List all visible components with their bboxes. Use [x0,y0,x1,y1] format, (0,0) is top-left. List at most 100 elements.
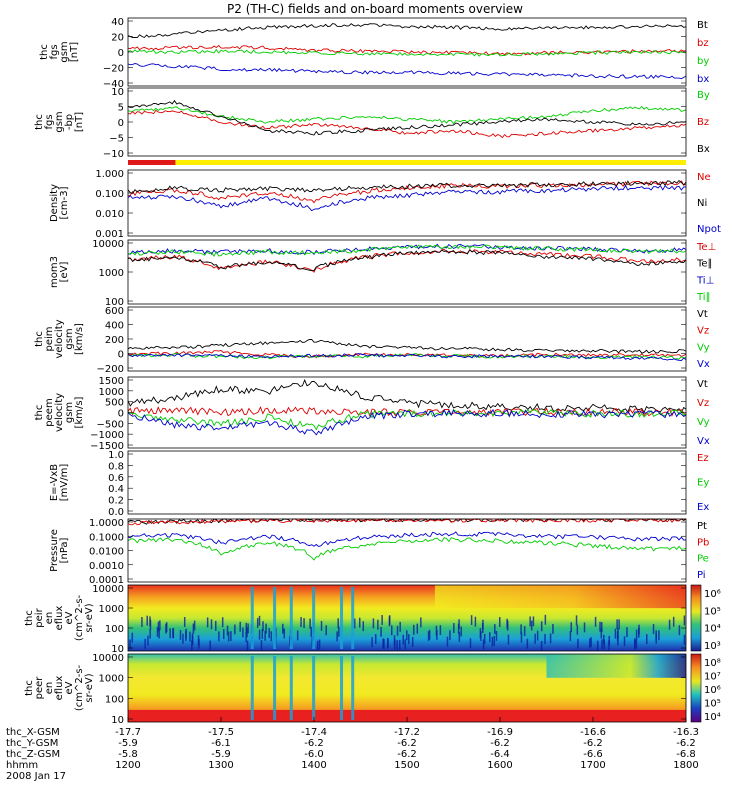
legend-Vz: Vz [697,326,709,337]
y-tick-label: 1000 [99,604,124,615]
ephemeris-value: -6.2 [583,738,603,749]
ephemeris-label: thc_Y-GSM [6,738,58,749]
spectrogram-speckle [209,640,211,651]
spectrogram-speckle [411,637,414,648]
spectrogram-speckle [658,630,660,641]
spectrogram-speckle [158,628,160,639]
spectrogram-speckle [149,628,151,639]
y-tick-label: 40 [111,17,124,28]
y-tick-label: 1000 [99,674,124,685]
y-tick-label: −200 [97,364,124,375]
series-Ne [127,180,687,204]
legend-By: By [697,90,710,101]
y-tick-label: −500 [97,419,124,430]
spectrogram-dropout [273,587,277,649]
spectrogram-speckle [575,615,578,626]
y-axis-label: thcpeemvelocitygsm[km/s] [34,393,85,432]
spectrogram-speckle [577,638,579,649]
spectrogram-speckle [427,631,430,641]
legend-Vx: Vx [697,359,710,370]
legend-Vy: Vy [697,417,710,428]
spectrogram-speckle [520,624,522,635]
spectrogram-speckle [182,633,184,644]
colorbar-tick-label: 10⁷ [704,672,721,683]
y-tick-label: 10 [111,87,124,98]
y-axis-label: thcpeirenefluxeV(cm^2-s-sr-eV) [24,594,95,641]
y-tick-label: 200 [105,335,124,346]
spectrogram-speckle [303,618,305,629]
series-Vz [127,349,687,359]
ephemeris-label: hhmm [6,760,38,771]
spectrogram-speckle [374,634,377,644]
spectrogram-speckle [552,623,554,634]
spectrogram-dropout [351,656,355,720]
panel-frame [127,450,687,515]
panel-frame [127,239,687,305]
spectrogram-speckle [398,640,401,650]
spectrogram-speckle [282,623,284,634]
spectrogram-speckle [129,639,131,650]
spectrogram-speckle [210,619,213,630]
spectrogram-speckle [358,617,361,628]
y-tick-label: 0.2 [108,496,124,507]
y-tick-label: 0.001 [95,229,124,240]
series-Pi [127,531,687,548]
spectrogram-speckle [601,639,603,650]
y-tick-label: 1.000 [95,169,124,180]
legend-Ex: Ex [697,502,709,513]
y-tick-label: 0.6 [108,473,124,484]
y-tick-label: 0.100 [95,189,124,200]
spectrogram-speckle [614,628,617,639]
spectrogram-dropout [250,587,254,649]
y-tick-label: −20 [103,64,124,75]
spectrogram-speckle [268,628,270,639]
colorbar-9 [690,653,702,723]
spectrogram-speckle [198,638,200,649]
spectrogram-speckle [146,615,148,626]
spectrogram-speckle [169,628,171,639]
series-Te⊥ [127,248,687,273]
spectrogram-speckle [309,618,311,629]
colorbar-tick-label: 10⁶ [704,685,721,696]
legend-Pi: Pi [697,570,706,581]
spectrogram-speckle [482,639,485,650]
colorbar-tick-label: 10⁸ [704,658,721,669]
legend-Ti∥: Ti∥ [696,292,711,303]
ephemeris-value: 1300 [208,760,233,771]
y-tick-label: −40 [103,79,124,90]
spectrogram-speckle [382,638,384,649]
spectrogram-speckle [420,617,422,628]
legend-Vt: Vt [697,379,708,390]
spectrogram-speckle [626,627,628,638]
plot-date: 2008 Jan 17 [6,771,66,782]
y-tick-label: 10000 [92,653,124,664]
y-tick-label: 100 [105,694,124,705]
spectrogram-speckle [156,626,159,637]
ephemeris-value: 1800 [673,760,698,771]
y-tick-label: 10000 [92,584,124,595]
spectrogram-speckle [260,640,263,650]
spectrogram-dropout [289,656,293,720]
ephemeris-value: -16.9 [487,727,513,738]
y-tick-label: 100 [105,624,124,635]
panel-frame [127,306,687,372]
spectrogram-speckle [408,634,410,645]
spectrogram-speckle [371,637,373,648]
spectrogram-speckle [270,631,273,642]
series-Te∥ [127,249,687,272]
legend-Ey: Ey [697,478,709,489]
spectrogram-speckle [337,618,339,629]
legend-Pb: Pb [697,537,709,548]
spectrogram-speckle [638,624,640,635]
y-tick-label: 0 [118,48,124,59]
spectrogram-speckle [386,637,389,648]
legend-Vx: Vx [697,436,710,447]
spectrogram-speckle [300,617,302,627]
legend-Bz: Bz [697,117,709,128]
spectrogram-speckle [256,618,259,628]
spectrogram-speckle [652,624,655,634]
spectrogram-speckle [594,616,597,627]
y-tick-label: 10 [111,644,124,655]
ephemeris-value: 1500 [394,760,419,771]
